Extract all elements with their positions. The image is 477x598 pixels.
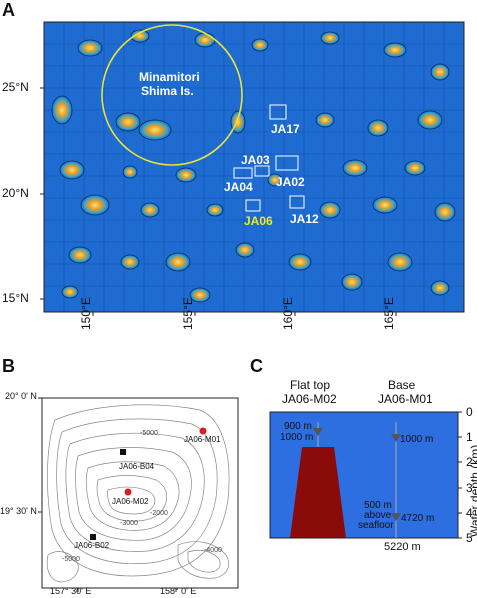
seamount-profile [290, 447, 346, 538]
minamitori-range-circle [101, 24, 243, 166]
contour-label-3000: -3000 [120, 520, 138, 527]
lon-label-165e: 165°E [382, 297, 396, 330]
bathymetry-contours [46, 404, 230, 583]
instrument-marker-m01-lower [391, 513, 401, 521]
top-depth-1000: 1000 m [280, 432, 314, 443]
panel-a-letter: A [2, 0, 15, 20]
lon-label-150e: 150°E [79, 297, 93, 330]
above-line1: 500 m [364, 500, 392, 511]
b-lon-label-15730e: 157° 30' E [50, 586, 92, 596]
tick-3: 3 [466, 481, 473, 495]
lon-label-160e: 160°E [281, 297, 295, 330]
above-line3: seafloor [358, 520, 394, 531]
contour-label-5000-top: -5000 [140, 430, 158, 437]
bottom-depth-5220: 5220 m [384, 541, 421, 553]
panel-c-cross-section [269, 411, 462, 539]
col2-header-line1: Base [388, 378, 416, 392]
base-depth-4720: 4720 m [401, 513, 435, 524]
above-line2: above [364, 510, 392, 521]
depth-axis-label: Water depth (km) [468, 444, 477, 537]
lon-label-155e: 155°E [181, 297, 195, 330]
contour-label-2000: -2000 [150, 510, 168, 517]
depth-ticks [458, 411, 462, 539]
tick-2: 2 [466, 455, 473, 469]
base-depth-1000: 1000 m [400, 434, 434, 445]
col1-header-line2: JA06-M02 [282, 392, 337, 406]
lat-label-25n: 25°N [2, 80, 29, 94]
site-label-ja06: JA06 [244, 214, 273, 228]
region-label-line1: Minamitori [139, 70, 200, 84]
contour-label-4000: -4000 [204, 547, 222, 554]
bottom-marker-ja06-b04 [120, 449, 126, 455]
site-boxes [233, 104, 305, 212]
site-label-ja02: JA02 [276, 175, 305, 189]
instrument-marker-m02 [313, 428, 323, 436]
instrument-marker-m01-upper [391, 434, 401, 442]
b-lat-label-20n: 20° 0' N [5, 391, 37, 401]
station-label-ja06-b04: JA06-B04 [119, 462, 155, 471]
site-label-ja12: JA12 [290, 212, 319, 226]
col2-header-line2: JA06-M01 [378, 392, 433, 406]
seamounts [51, 29, 456, 303]
panel-a-map [40, 21, 465, 316]
tick-4: 4 [466, 506, 473, 520]
tick-0: 0 [466, 405, 473, 419]
lat-label-15n: 15°N [2, 291, 29, 305]
b-lon-label-1580e: 158° 0' E [160, 586, 197, 596]
top-depth-900: 900 m [284, 421, 312, 432]
region-label-line2: Shima Is. [141, 84, 194, 98]
station-label-ja06-m02: JA06-M02 [112, 497, 149, 506]
station-label-ja06-m01: JA06-M01 [184, 435, 221, 444]
panel-b-contour-map [38, 397, 239, 592]
site-label-ja17: JA17 [271, 122, 300, 136]
lat-label-20n: 20°N [2, 186, 29, 200]
station-label-ja06-b02: JA06-B02 [74, 541, 110, 550]
bottom-marker-ja06-b02 [90, 534, 96, 540]
contour-label-5000-bottom: -5000 [62, 556, 80, 563]
site-label-ja04: JA04 [224, 180, 253, 194]
map-frame [43, 21, 465, 313]
panel-c-letter: C [250, 356, 263, 376]
col1-header-line1: Flat top [290, 378, 331, 392]
tick-5: 5 [466, 531, 473, 545]
b-lat-label-1930n: 19° 30' N [0, 506, 37, 516]
mooring-marker-ja06-m01 [199, 427, 207, 435]
panel-b-letter: B [2, 356, 15, 376]
mooring-marker-ja06-m02 [124, 488, 132, 496]
site-label-ja03: JA03 [241, 153, 270, 167]
tick-1: 1 [466, 430, 473, 444]
